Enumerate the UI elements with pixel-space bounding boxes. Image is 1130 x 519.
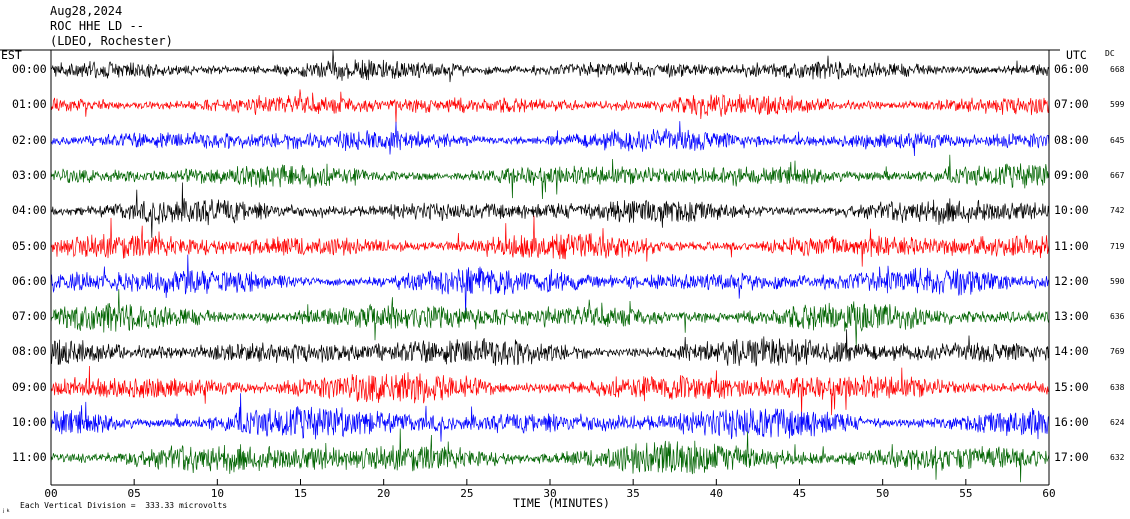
x-tick-label: 10: [211, 487, 224, 500]
station-code: ROC HHE LD --: [50, 19, 144, 33]
trace-0100: [50, 89, 1050, 124]
trace-0300: [50, 154, 1050, 200]
utc-hour-label: 07:00: [1054, 97, 1089, 112]
utc-hour-label: 17:00: [1054, 450, 1089, 465]
record-date: Aug28,2024: [50, 4, 123, 18]
dc-offset-label: 719: [1110, 241, 1125, 251]
utc-hour-label: 09:00: [1054, 167, 1089, 182]
est-hour-label: 04:00: [12, 203, 47, 218]
x-tick-label: 30: [543, 487, 556, 500]
est-hour-label: 11:00: [12, 450, 47, 465]
dc-offset-label: 668: [1110, 65, 1125, 74]
dc-offset-label: 769: [1110, 347, 1125, 357]
x-tick-label: 45: [793, 487, 806, 500]
x-tick-label: 20: [377, 487, 390, 500]
trace-0400: [50, 182, 1050, 238]
dc-offset-label: 638: [1110, 382, 1125, 392]
trace-0800: [50, 329, 1050, 367]
est-hour-label: 05:00: [12, 238, 47, 253]
dc-offset-label: 742: [1110, 206, 1125, 216]
utc-hour-label: 06:00: [1054, 62, 1089, 76]
trace-0900: [50, 365, 1049, 417]
est-hour-label: 03:00: [12, 167, 47, 182]
x-tick-label: 40: [710, 487, 723, 500]
utc-hour-label: 13:00: [1054, 309, 1089, 324]
x-tick-label: 15: [294, 487, 307, 500]
utc-hour-label: 12:00: [1054, 273, 1089, 288]
utc-axis-title: UTC: [1066, 48, 1087, 62]
plot-frame: [0, 49, 1060, 486]
dc-offset-label: 636: [1110, 312, 1125, 322]
corner-mark: ⱼₖ: [1, 505, 11, 514]
scale-note: Each Vertical Division = 333.33 microvol…: [20, 501, 228, 510]
dc-offset-label: 645: [1110, 135, 1125, 145]
seismic-traces: [50, 49, 1050, 483]
dc-offset-label: 632: [1110, 453, 1125, 463]
x-axis-ticks: 00 05 10 15 20 25 30 35 40 45 50 55 60: [44, 479, 1056, 500]
network-name: (LDEO, Rochester): [50, 34, 173, 48]
x-tick-label: 50: [876, 487, 889, 500]
trace-0500: [50, 215, 1050, 267]
est-hour-label: 10:00: [12, 415, 47, 429]
trace-0000: [50, 49, 1050, 83]
x-tick-label: 00: [44, 487, 57, 500]
est-hour-label: 08:00: [12, 344, 47, 359]
x-tick-label: 60: [1042, 487, 1055, 500]
dc-offset-label: 624: [1110, 418, 1125, 427]
utc-hour-label: 10:00: [1054, 203, 1089, 218]
trace-1000: [50, 393, 1050, 442]
utc-hour-label: 16:00: [1054, 415, 1089, 429]
trace-0700: [50, 289, 1050, 347]
x-tick-label: 55: [959, 487, 972, 500]
x-tick-label: 25: [460, 487, 473, 500]
est-hour-label: 06:00: [12, 273, 47, 288]
dc-offset-label: 590: [1110, 276, 1125, 286]
utc-hour-label: 15:00: [1054, 379, 1089, 394]
trace-0200: [50, 121, 1050, 157]
dc-column-title: DC: [1105, 49, 1115, 58]
x-tick-label: 35: [627, 487, 640, 500]
utc-hour-label: 11:00: [1054, 238, 1089, 253]
x-tick-label: 05: [128, 487, 141, 500]
est-hour-label: 01:00: [12, 97, 47, 112]
est-axis-title: EST: [1, 48, 22, 62]
utc-hour-label: 14:00: [1054, 344, 1089, 359]
utc-hour-label: 08:00: [1054, 132, 1089, 147]
trace-1100: [50, 428, 1050, 483]
dc-offset-label: 667: [1110, 170, 1125, 180]
dc-offset-label: 599: [1110, 100, 1125, 110]
est-hour-label: 02:00: [12, 132, 47, 147]
est-hour-label: 00:00: [12, 62, 47, 76]
trace-0600: [50, 254, 1050, 319]
est-hour-label: 07:00: [12, 309, 47, 324]
est-hour-label: 09:00: [12, 379, 47, 394]
x-axis-title: TIME (MINUTES): [513, 496, 610, 510]
